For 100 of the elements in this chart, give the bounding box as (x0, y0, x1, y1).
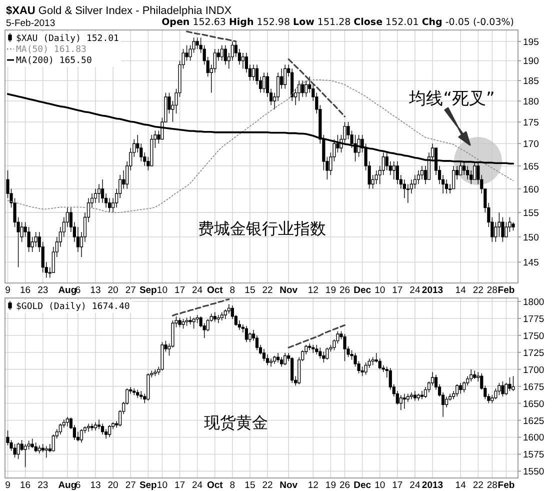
candlestick (132, 388, 136, 396)
candlestick (326, 347, 329, 360)
candlestick (44, 446, 48, 458)
candlestick (392, 161, 396, 180)
x-tick-label: 22 (262, 285, 273, 296)
candlestick (220, 44, 224, 62)
x-tick-label: Oct (206, 285, 224, 296)
y-tick-label: 1575 (523, 450, 544, 461)
x-tick-label: 13 (90, 480, 101, 491)
x-tick-label: 27 (125, 480, 136, 491)
candlestick (284, 64, 287, 90)
candlestick (94, 188, 98, 204)
candlestick (262, 72, 266, 94)
candlestick (416, 393, 420, 401)
candlestick (308, 343, 312, 351)
x-tick-label: 26 (339, 285, 350, 296)
x-tick-label: 8 (230, 480, 236, 491)
y-tick-label: 1725 (523, 348, 544, 359)
x-tick-label: Feb (498, 480, 515, 491)
x-tick-label: 19 (325, 285, 336, 296)
x-tick-label: 17 (174, 480, 186, 491)
candlestick (318, 347, 322, 359)
candlestick (304, 80, 308, 98)
candlestick (272, 355, 276, 364)
legend-label: MA(200) 165.50 (16, 56, 92, 66)
candlestick (452, 166, 456, 190)
x-tick-label: Sep (139, 285, 158, 296)
x-tick-label: 15 (244, 480, 256, 491)
legend-label: MA(50) 161.83 (16, 45, 86, 55)
x-tick-label: 10 (374, 285, 386, 296)
x-tick-label: 12 (308, 480, 318, 491)
candlestick (301, 80, 304, 98)
y-tick-label: 155 (523, 208, 539, 219)
candlestick (185, 317, 188, 326)
candlestick (290, 356, 294, 384)
y-tick-label: 145 (523, 258, 539, 269)
y-tick-label: 1625 (523, 416, 544, 427)
candlestick (252, 64, 256, 81)
legend-label: $XAU (Daily) 152.01 (16, 34, 119, 44)
candlestick (312, 344, 315, 354)
candlestick (470, 368, 473, 382)
x-tick-label: 23 (38, 480, 48, 491)
candlestick (399, 394, 402, 410)
x-tick-label: 2013 (422, 285, 444, 296)
x-tick-label: 13 (90, 285, 101, 296)
x-tick-label: 12 (308, 285, 318, 296)
candlestick (444, 179, 448, 194)
candlestick (456, 384, 459, 397)
x-tick-label: 20 (108, 285, 118, 296)
candlestick (16, 442, 20, 460)
x-tick-label: 24 (192, 480, 203, 491)
candlestick (241, 52, 244, 69)
candlestick (406, 184, 410, 204)
candlestick (501, 216, 504, 242)
candlestick (100, 179, 104, 204)
candlestick (410, 392, 413, 400)
annotation: 均线“死叉” (408, 89, 495, 109)
x-tick-label: 9 (5, 480, 10, 491)
x-tick-label: Nov (280, 480, 298, 491)
candlestick (182, 318, 185, 329)
legend-label: $GOLD (Daily) 1674.40 (16, 302, 130, 312)
x-tick-label: 8 (230, 285, 236, 296)
x-tick-label: 22 (472, 285, 484, 296)
candlestick (94, 422, 98, 431)
y-tick-label: 1700 (523, 364, 544, 376)
x-tick-label: Dec (354, 480, 372, 491)
y-tick-label: 185 (523, 76, 539, 88)
x-tick-label: 15 (244, 285, 256, 296)
candlestick (413, 390, 417, 401)
candlestick (284, 352, 287, 366)
x-tick-label: 9 (5, 285, 10, 296)
x-tick-label: 20 (108, 480, 118, 491)
candlestick (146, 373, 150, 401)
candlestick (224, 44, 227, 66)
x-tick-label: 10 (156, 480, 168, 491)
candlestick (100, 423, 104, 435)
candlestick (420, 166, 424, 180)
candlestick (322, 351, 326, 363)
candlestick (213, 312, 216, 322)
y-tick-label: 1775 (523, 314, 544, 325)
x-tick-label: Dec (354, 285, 372, 296)
candlestick (262, 348, 266, 362)
candlestick (371, 356, 374, 366)
x-tick-label: 28 (486, 480, 498, 491)
line-series (7, 79, 514, 213)
candlestick (512, 222, 515, 231)
candlestick (244, 326, 248, 342)
y-tick-label: 150 (523, 232, 539, 244)
candlestick (508, 377, 512, 392)
x-tick-label: 27 (125, 285, 136, 296)
candlestick (30, 438, 34, 448)
candlestick (24, 444, 27, 468)
y-tick-label: 1600 (523, 432, 544, 444)
candlestick (196, 37, 199, 50)
candlestick (140, 390, 143, 400)
x-tick-label: 22 (472, 480, 484, 491)
y-tick-label: 170 (523, 139, 539, 150)
candlestick (298, 80, 301, 102)
candlestick (90, 423, 94, 431)
candlestick (374, 170, 378, 185)
